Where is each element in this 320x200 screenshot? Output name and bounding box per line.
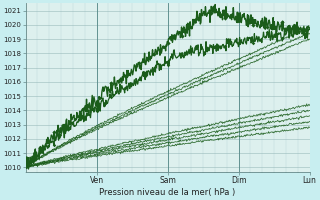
X-axis label: Pression niveau de la mer( hPa ): Pression niveau de la mer( hPa ) [100, 188, 236, 197]
